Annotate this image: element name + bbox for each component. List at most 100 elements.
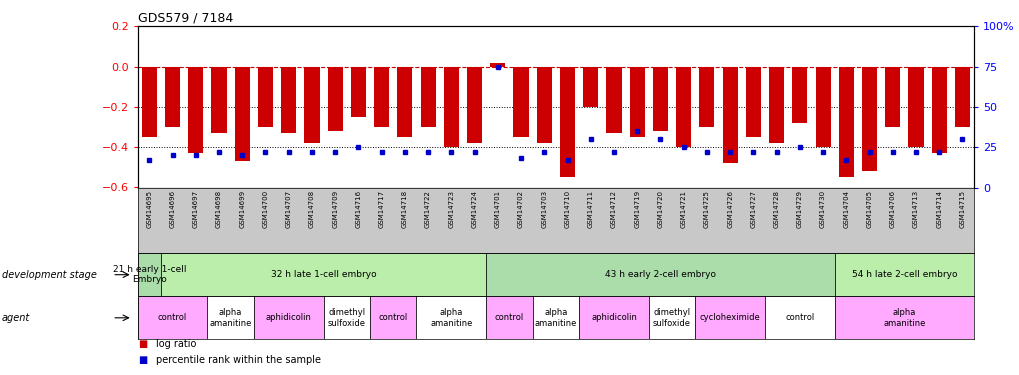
Bar — [258, 66, 273, 127]
Text: GSM14715: GSM14715 — [959, 190, 965, 228]
Bar — [579, 296, 648, 339]
Text: GSM14727: GSM14727 — [750, 190, 756, 228]
Bar — [792, 66, 807, 123]
Text: agent: agent — [2, 313, 31, 323]
Text: GSM14711: GSM14711 — [587, 190, 593, 228]
Text: development stage: development stage — [2, 270, 97, 280]
Text: GSM14724: GSM14724 — [471, 190, 477, 228]
Text: GSM14704: GSM14704 — [843, 190, 849, 228]
Bar — [281, 66, 296, 133]
Text: GSM14713: GSM14713 — [912, 190, 918, 228]
Text: GSM14701: GSM14701 — [494, 190, 500, 228]
Bar — [207, 296, 254, 339]
Bar — [815, 66, 829, 147]
Bar — [138, 296, 207, 339]
Bar — [768, 66, 784, 143]
Text: GSM14710: GSM14710 — [564, 190, 570, 228]
Bar — [648, 296, 695, 339]
Text: GSM14719: GSM14719 — [634, 190, 640, 228]
Text: aphidicolin: aphidicolin — [266, 314, 312, 322]
Text: GSM14699: GSM14699 — [239, 190, 245, 228]
Text: control: control — [378, 314, 408, 322]
Text: GSM14708: GSM14708 — [309, 190, 315, 228]
Text: 43 h early 2-cell embryo: 43 h early 2-cell embryo — [604, 270, 715, 279]
Bar — [908, 66, 922, 147]
Bar — [652, 66, 667, 131]
Bar — [838, 66, 853, 177]
Bar — [161, 253, 486, 296]
Text: GSM14728: GSM14728 — [772, 190, 779, 228]
Bar — [254, 296, 323, 339]
Text: GDS579 / 7184: GDS579 / 7184 — [138, 11, 232, 24]
Text: dimethyl
sulfoxide: dimethyl sulfoxide — [652, 308, 691, 327]
Text: cycloheximide: cycloheximide — [699, 314, 760, 322]
Bar — [304, 66, 319, 143]
Bar — [536, 66, 551, 143]
Bar — [165, 66, 180, 127]
Bar — [486, 296, 532, 339]
Text: 21 h early 1-cell
Embryo: 21 h early 1-cell Embryo — [112, 265, 185, 284]
Text: GSM14730: GSM14730 — [819, 190, 825, 228]
Bar — [211, 66, 226, 133]
Bar — [486, 253, 834, 296]
Bar — [629, 66, 644, 137]
Text: GSM14696: GSM14696 — [169, 190, 175, 228]
Text: log ratio: log ratio — [156, 339, 197, 349]
Text: alpha
amanitine: alpha amanitine — [430, 308, 472, 327]
Text: GSM14709: GSM14709 — [332, 190, 338, 228]
Bar — [954, 66, 969, 127]
Bar — [834, 296, 973, 339]
Text: GSM14700: GSM14700 — [262, 190, 268, 228]
Bar — [699, 66, 713, 127]
Text: 32 h late 1-cell embryo: 32 h late 1-cell embryo — [270, 270, 376, 279]
Text: GSM14722: GSM14722 — [425, 190, 431, 228]
Bar — [374, 66, 389, 127]
Bar — [695, 296, 764, 339]
Text: dimethyl
sulfoxide: dimethyl sulfoxide — [327, 308, 366, 327]
Bar — [583, 66, 598, 107]
Text: 54 h late 2-cell embryo: 54 h late 2-cell embryo — [851, 270, 956, 279]
Bar — [532, 296, 579, 339]
Bar — [606, 66, 621, 133]
Text: percentile rank within the sample: percentile rank within the sample — [156, 356, 321, 366]
Bar — [138, 253, 161, 296]
Text: GSM14720: GSM14720 — [657, 190, 662, 228]
Text: aphidicolin: aphidicolin — [590, 314, 636, 322]
Bar — [513, 66, 528, 137]
Bar — [490, 63, 504, 66]
Bar — [370, 296, 416, 339]
Bar — [676, 66, 691, 147]
Bar — [559, 66, 575, 177]
Bar — [189, 66, 203, 153]
Text: GSM14725: GSM14725 — [703, 190, 709, 228]
Bar — [327, 66, 342, 131]
Text: GSM14718: GSM14718 — [401, 190, 408, 228]
Text: GSM14714: GSM14714 — [935, 190, 942, 228]
Bar — [745, 66, 760, 137]
Text: GSM14712: GSM14712 — [610, 190, 616, 228]
Text: control: control — [158, 314, 187, 322]
Bar — [351, 66, 366, 117]
Text: GSM14716: GSM14716 — [355, 190, 361, 228]
Bar — [234, 66, 250, 161]
Text: ■: ■ — [138, 356, 147, 366]
Text: alpha
amanitine: alpha amanitine — [209, 308, 252, 327]
Bar — [861, 66, 876, 171]
Bar — [397, 66, 412, 137]
Text: GSM14717: GSM14717 — [378, 190, 384, 228]
Bar — [416, 296, 486, 339]
Text: ■: ■ — [138, 339, 147, 349]
Text: control: control — [785, 314, 814, 322]
Bar — [834, 253, 973, 296]
Bar — [764, 296, 834, 339]
Bar — [884, 66, 900, 127]
Text: GSM14695: GSM14695 — [146, 190, 152, 228]
Text: GSM14706: GSM14706 — [889, 190, 895, 228]
Bar — [930, 66, 946, 153]
Bar — [443, 66, 459, 147]
Text: GSM14705: GSM14705 — [866, 190, 871, 228]
Text: GSM14707: GSM14707 — [285, 190, 291, 228]
Text: GSM14703: GSM14703 — [541, 190, 547, 228]
Text: GSM14702: GSM14702 — [518, 190, 524, 228]
Text: GSM14729: GSM14729 — [796, 190, 802, 228]
